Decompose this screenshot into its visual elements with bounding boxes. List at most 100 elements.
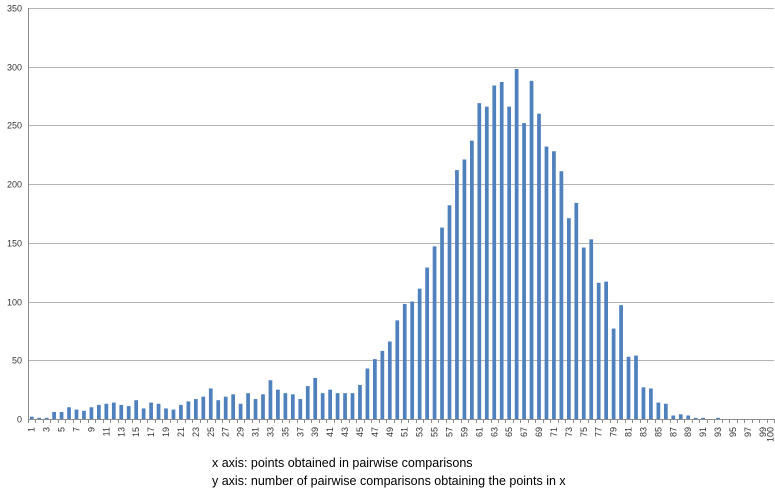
bar-91: [701, 417, 705, 419]
bar-26: [216, 400, 221, 419]
bar-13: [119, 404, 124, 419]
x-tick-label: 100: [765, 427, 775, 442]
x-tick-label: 97: [743, 427, 753, 437]
bar-56: [440, 227, 444, 419]
bar-89: [686, 415, 691, 419]
bar-54: [425, 267, 429, 419]
bar-83: [641, 387, 646, 419]
y-tick-label: 200: [7, 180, 22, 190]
bar-77: [596, 282, 601, 419]
bar-57: [447, 205, 452, 419]
x-tick-label: 15: [131, 427, 141, 437]
x-tick-label: 5: [57, 427, 67, 432]
bar-87: [671, 415, 676, 419]
x-tick-label: 95: [728, 427, 738, 437]
y-tick-labels: 0 50 100 150 200 250 300 350: [7, 4, 22, 425]
y-tick-label: 100: [7, 298, 22, 308]
bar-81: [626, 356, 631, 419]
bar-37: [298, 399, 303, 419]
x-tick-label: 99: [758, 427, 768, 437]
bar-22: [186, 401, 191, 419]
bar-48: [380, 350, 385, 419]
gridlines: [28, 8, 774, 361]
bar-85: [656, 402, 661, 419]
bar-7: [74, 409, 79, 419]
bar-27: [223, 396, 228, 419]
bar-16: [141, 408, 146, 419]
x-axis-caption: x axis: points obtained in pairwise comp…: [212, 456, 473, 470]
y-axis-caption: y axis: number of pairwise comparisons o…: [212, 474, 566, 488]
bar-19: [164, 408, 168, 419]
x-tick-label: 91: [698, 427, 708, 437]
bar-70: [544, 146, 549, 419]
x-tick-label: 79: [609, 427, 619, 437]
bar-44: [350, 393, 355, 419]
bar-38: [305, 386, 310, 419]
bar-42: [335, 393, 340, 419]
x-tick-label: 17: [146, 427, 156, 437]
x-tick-label: 81: [624, 427, 634, 437]
x-tick-label: 45: [355, 427, 365, 437]
bar-67: [522, 123, 526, 419]
bar-74: [574, 202, 579, 419]
bar-90: [693, 417, 698, 419]
bar-82: [634, 355, 638, 419]
axes: [28, 8, 775, 423]
x-tick-label: 11: [101, 427, 111, 436]
bar-79: [611, 328, 616, 419]
bar-64: [499, 81, 504, 419]
bar-4: [52, 411, 56, 419]
bar-62: [484, 106, 489, 419]
bar-39: [313, 377, 318, 419]
bar-71: [552, 151, 556, 419]
bar-6: [67, 407, 71, 419]
bar-24: [201, 396, 206, 419]
x-tick-label: 51: [400, 427, 410, 437]
bar-5: [59, 411, 64, 419]
bar-59: [462, 159, 467, 420]
x-tick-label: 71: [549, 427, 559, 437]
bar-34: [276, 389, 280, 419]
bar-10: [97, 404, 101, 419]
bars: [29, 69, 720, 420]
bar-51: [402, 303, 407, 419]
bar-9: [89, 407, 94, 419]
y-tick-label: 350: [7, 4, 22, 14]
bar-23: [193, 399, 198, 419]
bar-30: [246, 393, 250, 419]
bar-21: [179, 404, 183, 419]
bar-43: [343, 393, 347, 419]
x-tick-label: 87: [668, 427, 678, 437]
x-tick-label: 61: [474, 427, 484, 437]
y-tick-label: 0: [17, 415, 22, 425]
x-tick-label: 33: [265, 427, 275, 437]
bar-31: [253, 399, 258, 419]
bar-55: [432, 246, 437, 419]
bar-45: [358, 384, 362, 419]
bar-66: [514, 69, 519, 419]
bar-32: [261, 394, 265, 419]
bar-28: [231, 394, 236, 419]
bar-68: [529, 80, 534, 419]
bar-40: [320, 393, 325, 419]
bar-15: [134, 400, 139, 419]
x-tick-label: 73: [564, 427, 574, 437]
x-tick-label: 69: [534, 427, 544, 437]
x-tick-label: 7: [71, 427, 81, 432]
x-tick-labels: 1 3 5 7 9 11 13 15 17 19 21 23 25 27 29 31 33 35 37 39 41 43 4…: [27, 427, 775, 442]
x-tick-label: 53: [415, 427, 425, 437]
bar-46: [365, 368, 370, 419]
x-tick-label: 43: [340, 427, 350, 437]
bar-78: [604, 281, 609, 419]
bar-11: [104, 403, 109, 419]
x-tick-label: 13: [116, 427, 126, 437]
bar-1: [29, 416, 34, 419]
x-tick-label: 63: [489, 427, 499, 437]
bar-49: [387, 341, 392, 419]
bar-63: [492, 85, 497, 419]
x-tick-label: 85: [653, 427, 663, 437]
bar-65: [507, 106, 512, 419]
bar-86: [663, 403, 668, 419]
x-tick-label: 23: [191, 427, 201, 437]
x-tick-label: 27: [221, 427, 231, 437]
